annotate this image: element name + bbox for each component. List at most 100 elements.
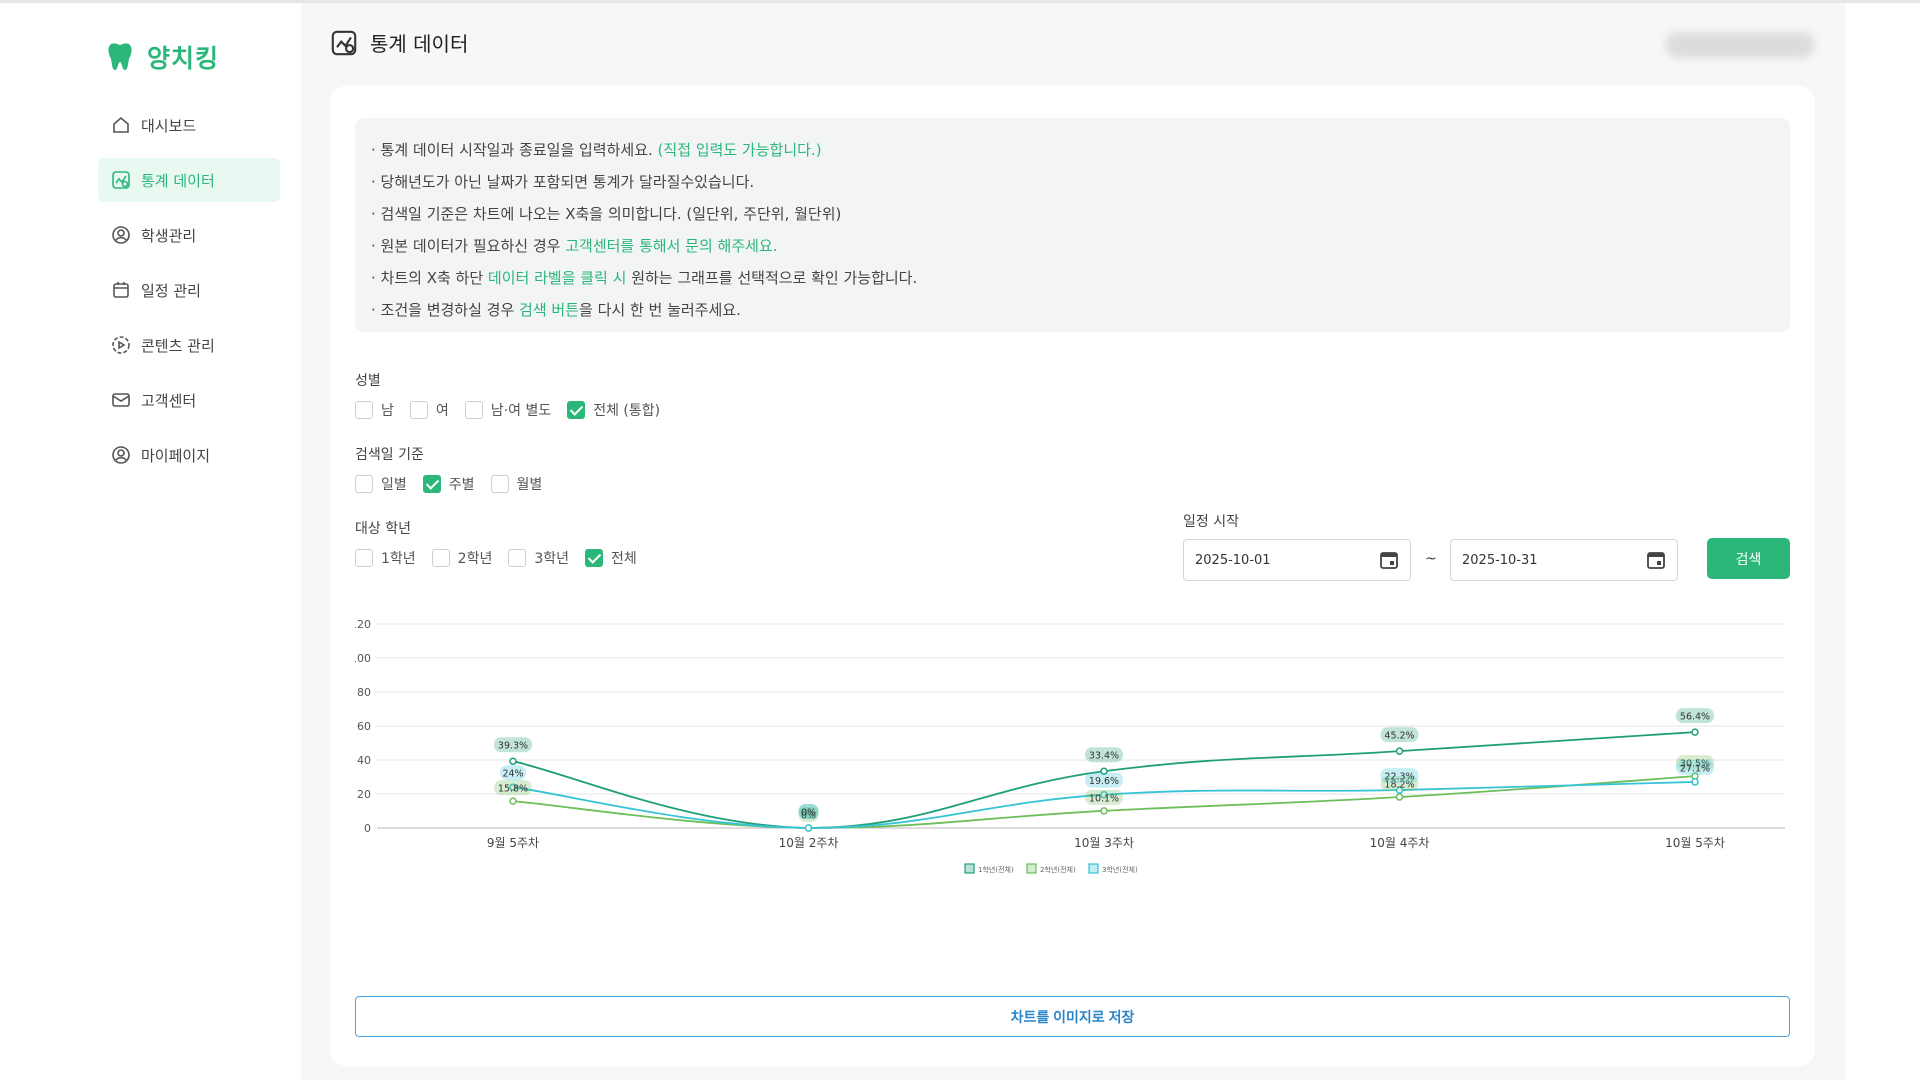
chart-icon [112,171,130,189]
legend-label[interactable]: 1학년(전체) [978,865,1014,874]
y-tick-label: 20 [357,788,371,801]
grade-checkbox[interactable] [508,549,527,567]
chart-icon [331,30,357,55]
top-border [0,0,1920,3]
gender-option[interactable]: 남 [355,400,394,420]
gender-checkbox[interactable] [355,401,373,419]
page-title: 통계 데이터 [370,32,469,56]
data-point[interactable] [1395,747,1404,755]
data-point[interactable] [509,797,517,805]
sidebar-item-label: 일정 관리 [141,281,201,300]
start-date-value: 2025-10-01 [1195,552,1271,568]
info-line: · 당해년도가 아닌 날짜가 포함되면 통계가 달라질수있습니다. [371,173,755,191]
start-date-input[interactable]: 2025-10-01 [1183,539,1411,581]
grade-checkbox[interactable] [431,549,450,567]
sidebar-item-support[interactable]: 고객센터 [98,378,280,422]
info-box: · 통계 데이터 시작일과 종료일을 입력하세요. (직접 입력도 가능합니다.… [355,118,1790,332]
data-label: 0% [801,811,816,822]
period-checkbox[interactable] [355,475,373,493]
legend-label[interactable]: 3학년(전체) [1102,865,1138,874]
gender-checkbox[interactable] [567,401,586,419]
end-date-input[interactable]: 2025-10-31 [1450,539,1678,581]
content-icon [112,336,130,354]
period-option[interactable]: 주별 [422,474,475,494]
sidebar-item-label: 마이페이지 [141,446,211,465]
grade-option[interactable]: 3학년 [508,548,569,568]
save-chart-image-button[interactable]: 차트를 이미지로 저장 [355,996,1790,1037]
period-checkbox[interactable] [422,475,441,493]
period-option-label: 일별 [381,477,407,493]
legend-swatch[interactable] [1088,863,1099,874]
data-point[interactable] [1100,807,1108,815]
grade-label: 대상 학년 [355,521,411,537]
sidebar-item-label: 학생관리 [141,226,197,245]
gender-option[interactable]: 남·여 별도 [464,400,551,420]
data-label-bg [1380,768,1419,784]
grade-option-label: 3학년 [534,551,570,567]
grade-option[interactable]: 1학년 [355,548,416,568]
sidebar-item-schedule[interactable]: 일정 관리 [98,268,280,312]
data-point[interactable] [1691,778,1699,786]
data-label-bg [500,765,526,781]
grade-option-label: 전체 [611,551,637,567]
gender-options: 남 여 남·여 별도 전체 (통합) [355,400,676,420]
gender-option[interactable]: 전체 (통합) [567,400,660,420]
user-menu[interactable] [1665,32,1815,58]
search-button[interactable]: 검색 [1707,538,1790,579]
calendar-icon[interactable] [1379,550,1399,570]
sidebar-item-students[interactable]: 학생관리 [98,213,280,257]
period-checkbox[interactable] [490,475,509,493]
legend-label[interactable]: 2학년(전체) [1040,865,1076,874]
period-option[interactable]: 일별 [355,474,407,494]
grade-option[interactable]: 전체 [585,548,637,568]
mail-icon [112,393,130,407]
info-line: · 차트의 X축 하단 데이터 라벨을 클릭 시 원하는 그래프를 선택적으로 … [371,269,918,287]
data-point[interactable] [804,824,813,832]
grade-option[interactable]: 2학년 [431,548,492,568]
end-date-value: 2025-10-31 [1462,552,1538,568]
data-point[interactable] [509,783,517,791]
info-line: · 조건을 변경하실 경우 검색 버튼을 다시 한 번 눌러주세요. [371,301,741,319]
sidebar-item-statistics[interactable]: 통계 데이터 [98,158,280,202]
data-label: 19.6% [1089,776,1119,787]
data-point[interactable] [1691,728,1699,736]
logo[interactable]: 양치킹 [107,39,219,75]
statistics-card: · 통계 데이터 시작일과 종료일을 입력하세요. (직접 입력도 가능합니다.… [330,86,1815,1066]
tooth-logo-icon [108,43,132,70]
info-line: · 원본 데이터가 필요하신 경우 고객센터를 통해서 문의 해주세요. [371,237,778,255]
data-point[interactable] [1395,793,1404,801]
period-option[interactable]: 월별 [490,474,543,494]
data-label-bg [798,804,819,819]
data-label-bg [1380,776,1419,792]
sidebar-item-mypage[interactable]: 마이페이지 [98,433,280,477]
period-option-label: 주별 [448,477,475,493]
sidebar-item-label: 통계 데이터 [141,171,215,190]
gender-option-label: 남 [381,403,394,419]
data-point[interactable] [1395,786,1404,794]
sidebar-nav: 대시보드 통계 데이터 학생관리 일정 관리 콘텐츠 관리 고객센터 마이페이지 [98,103,280,488]
gender-option-label: 전체 (통합) [593,403,661,419]
legend-swatch[interactable] [1026,863,1037,874]
period-option-label: 월별 [516,477,543,493]
sidebar-item-contents[interactable]: 콘텐츠 관리 [98,323,280,367]
data-point[interactable] [1100,767,1108,775]
sidebar-item-label: 콘텐츠 관리 [141,336,215,355]
grade-checkbox[interactable] [355,549,373,567]
y-tick-label: 120 [355,618,371,631]
gender-label: 성별 [355,373,381,389]
data-point[interactable] [1100,790,1108,799]
gender-checkbox[interactable] [409,401,428,419]
data-label: 0% [801,808,816,819]
y-tick-label: 60 [357,720,371,733]
grade-checkbox[interactable] [585,549,604,567]
legend-swatch[interactable] [964,863,975,874]
gender-option[interactable]: 여 [409,400,449,420]
data-label: 22.3% [1384,772,1414,783]
data-point[interactable] [509,757,517,765]
gender-checkbox[interactable] [464,401,483,419]
app-name: 양치킹 [147,44,220,73]
calendar-icon[interactable] [1646,550,1666,570]
sidebar-item-dashboard[interactable]: 대시보드 [98,103,280,147]
date-range-separator: ~ [1425,551,1437,567]
x-tick-label: 10월 5주차 [1665,836,1725,850]
